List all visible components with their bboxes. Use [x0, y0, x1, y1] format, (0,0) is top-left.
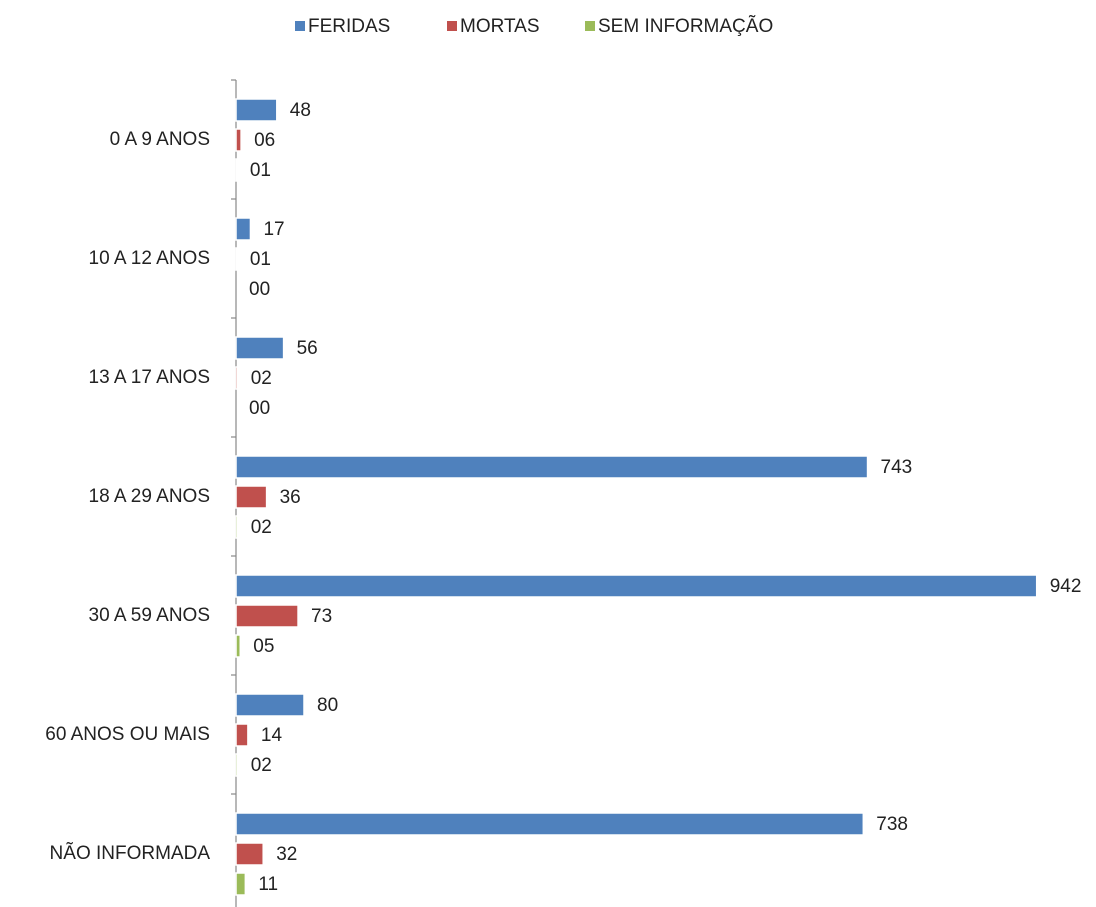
data-label: 01 [250, 160, 271, 181]
data-label: 06 [254, 130, 275, 151]
bar [235, 485, 268, 509]
bar [235, 515, 239, 539]
data-label: 00 [249, 398, 270, 419]
data-label: 01 [250, 249, 271, 270]
data-label: 02 [251, 517, 272, 538]
legend-swatch [295, 21, 305, 31]
bar [235, 842, 264, 866]
bar [235, 158, 238, 182]
legend-label: SEM INFORMAÇÃO [598, 15, 773, 37]
bar [235, 723, 249, 747]
bar [235, 753, 239, 777]
data-label: 80 [317, 695, 338, 716]
bar [235, 693, 305, 717]
y-tick-label: 0 A 9 ANOS [110, 129, 210, 150]
bar [235, 634, 241, 658]
data-label: 17 [263, 219, 284, 240]
bar [235, 366, 239, 390]
data-label: 48 [290, 100, 311, 121]
y-tick-label: 18 A 29 ANOS [89, 486, 210, 507]
bar [235, 574, 1038, 598]
data-label: 02 [251, 755, 272, 776]
bar [235, 872, 247, 896]
data-label: 56 [297, 338, 318, 359]
data-label: 73 [311, 606, 332, 627]
bar [235, 98, 278, 122]
legend-swatch [585, 21, 595, 31]
legend-label: MORTAS [460, 16, 540, 37]
legend-label: FERIDAS [308, 16, 390, 37]
bar [235, 128, 242, 152]
bar [235, 247, 238, 271]
y-tick-label: 30 A 59 ANOS [89, 605, 210, 626]
data-label: 738 [876, 814, 908, 835]
y-tick-label: 13 A 17 ANOS [89, 367, 210, 388]
bar [235, 217, 252, 241]
data-label: 36 [280, 487, 301, 508]
bar [235, 812, 865, 836]
y-tick-label: NÃO INFORMADA [50, 842, 211, 864]
data-label: 32 [276, 844, 297, 865]
legend-swatch [447, 21, 457, 31]
data-label: 05 [253, 636, 274, 657]
bar [235, 604, 299, 628]
data-label: 11 [258, 874, 278, 895]
data-label: 942 [1050, 576, 1082, 597]
data-label: 02 [251, 368, 272, 389]
data-label: 14 [261, 725, 283, 746]
bar [235, 336, 285, 360]
data-label: 00 [249, 279, 270, 300]
bar [235, 455, 869, 479]
y-tick-label: 10 A 12 ANOS [89, 248, 210, 269]
data-label: 743 [881, 457, 913, 478]
y-tick-label: 60 ANOS OU MAIS [45, 724, 210, 745]
